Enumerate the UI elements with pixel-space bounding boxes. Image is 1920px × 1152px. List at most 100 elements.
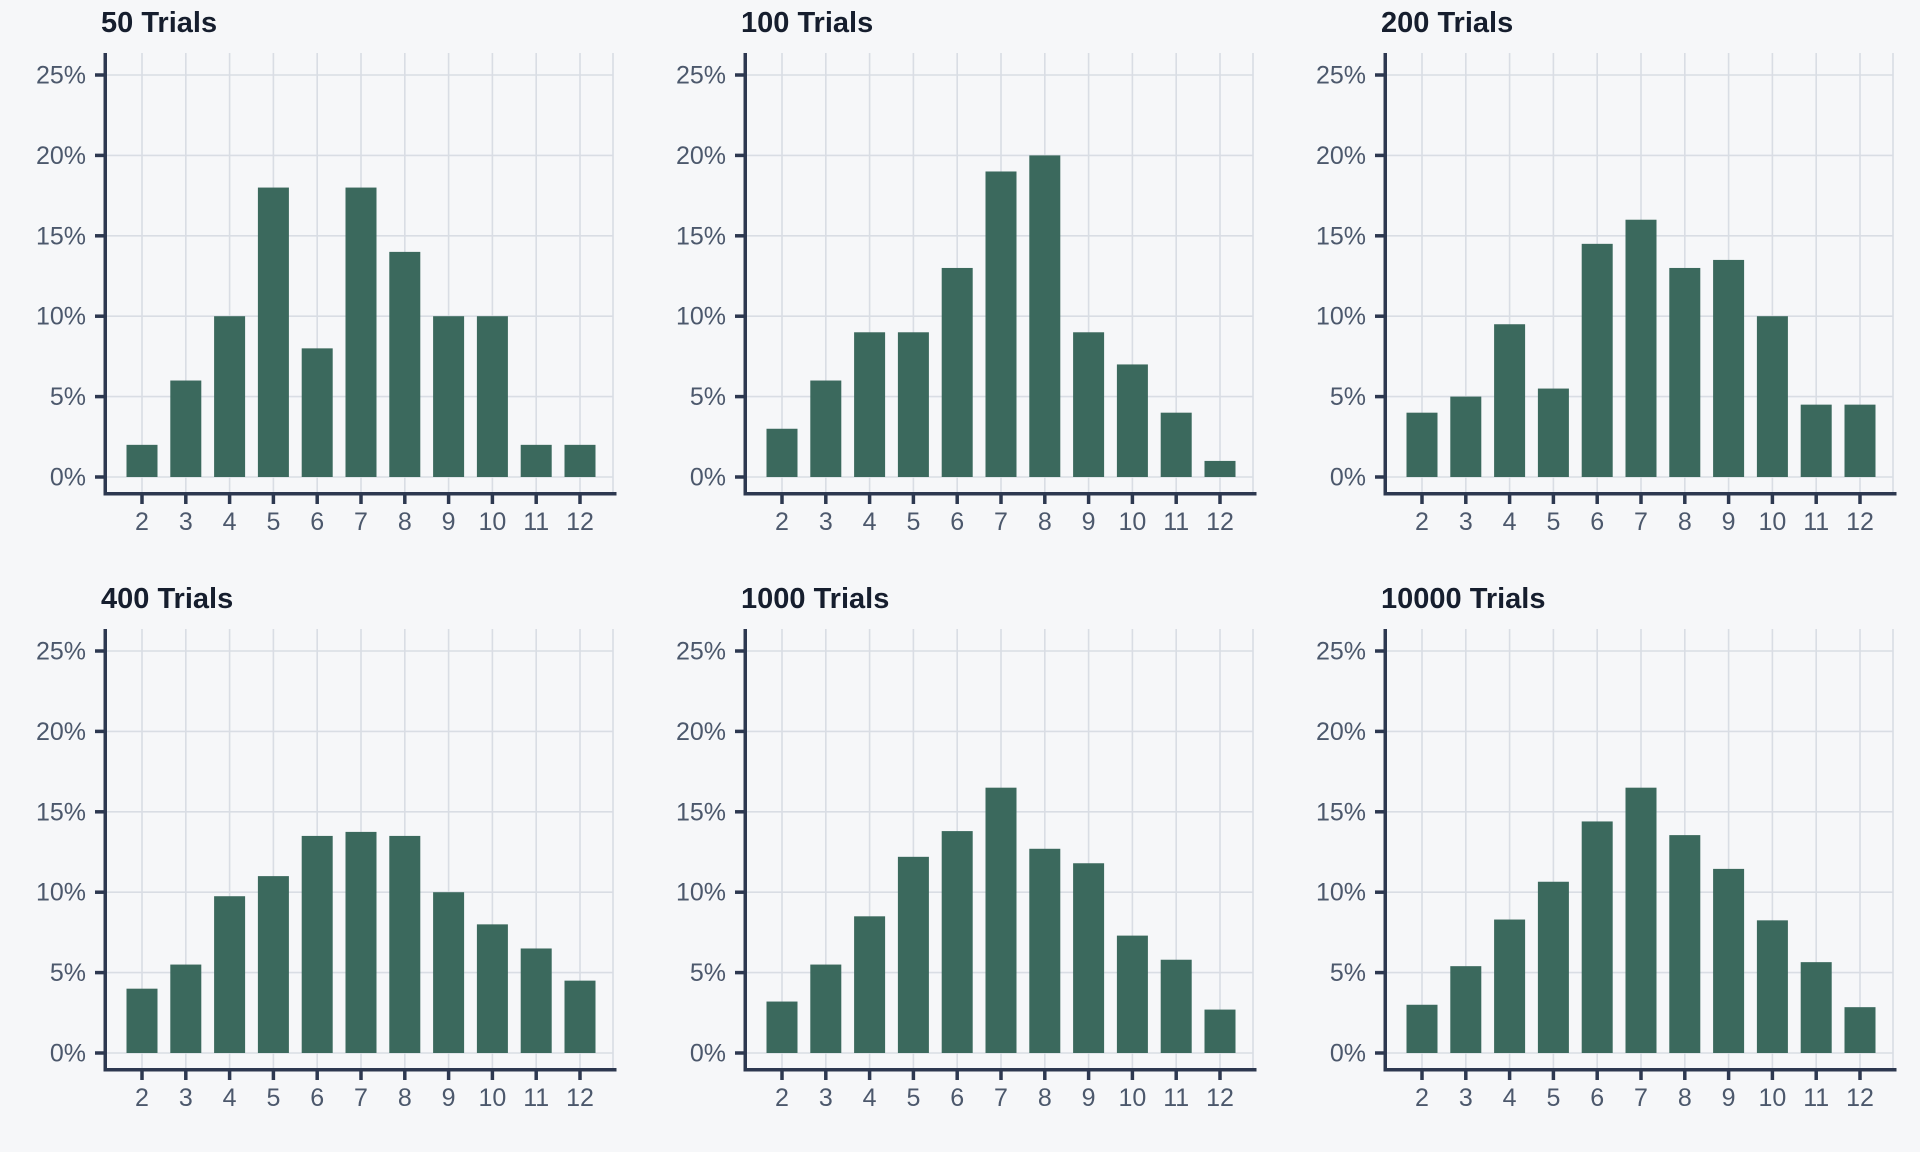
bar bbox=[766, 428, 798, 477]
x-tick-label: 7 bbox=[354, 508, 368, 536]
y-tick-label: 25% bbox=[1316, 638, 1366, 666]
y-tick-label: 0% bbox=[690, 1040, 726, 1068]
x-tick-label: 2 bbox=[135, 1084, 149, 1112]
x-tick-mark bbox=[534, 1071, 538, 1080]
y-tick-label: 25% bbox=[36, 638, 86, 666]
y-tick-mark bbox=[1375, 1051, 1384, 1055]
y-tick-label: 25% bbox=[1316, 62, 1366, 90]
y-tick-label: 5% bbox=[50, 383, 86, 411]
bar bbox=[766, 1001, 798, 1053]
x-tick-label: 2 bbox=[1415, 1084, 1429, 1112]
x-tick-label: 5 bbox=[266, 508, 280, 536]
bar bbox=[897, 332, 929, 477]
x-tick-mark bbox=[315, 1071, 319, 1080]
bar bbox=[1713, 259, 1745, 477]
bar bbox=[1204, 1009, 1236, 1053]
y-tick-mark bbox=[1375, 394, 1384, 399]
bar bbox=[941, 267, 973, 477]
x-axis bbox=[743, 492, 1257, 496]
y-tick-label: 20% bbox=[1316, 142, 1366, 170]
y-tick-label: 5% bbox=[1330, 959, 1366, 987]
y-tick-mark bbox=[95, 314, 104, 318]
y-tick-label: 0% bbox=[1330, 464, 1366, 492]
x-tick-mark bbox=[140, 1071, 144, 1080]
x-tick-mark bbox=[1595, 495, 1599, 504]
chart-title: 1000 Trials bbox=[741, 583, 889, 615]
x-tick-mark bbox=[1130, 495, 1135, 504]
x-tick-mark bbox=[780, 495, 784, 504]
x-tick-mark bbox=[1420, 1071, 1424, 1080]
y-axis bbox=[743, 629, 747, 1072]
bar bbox=[1713, 868, 1745, 1053]
bar bbox=[1160, 412, 1192, 477]
x-tick-label: 9 bbox=[442, 508, 456, 536]
y-tick-mark bbox=[735, 890, 744, 894]
x-tick-label: 11 bbox=[523, 1084, 549, 1112]
y-tick-label: 0% bbox=[690, 464, 726, 492]
y-tick-mark bbox=[1375, 234, 1384, 238]
x-tick-mark bbox=[1683, 495, 1687, 504]
x-tick-label: 7 bbox=[354, 1084, 368, 1112]
y-tick-mark bbox=[95, 394, 104, 399]
x-tick-mark bbox=[1726, 1071, 1731, 1080]
y-tick-mark bbox=[1375, 73, 1384, 77]
chart-panel: 0% 5% 10% 15% 20% 25% 2 3 4 5 6 7 8 9 10 11 12 400 Trials bbox=[0, 576, 640, 1152]
x-tick-label: 6 bbox=[1590, 1084, 1604, 1112]
bar bbox=[1116, 935, 1148, 1053]
x-tick-mark bbox=[1507, 495, 1512, 504]
x-tick-mark bbox=[1086, 1071, 1091, 1080]
x-tick-label: 9 bbox=[1722, 508, 1736, 536]
x-tick-mark bbox=[1858, 495, 1862, 504]
x-tick-mark bbox=[1551, 1071, 1556, 1080]
y-tick-label: 10% bbox=[1316, 303, 1366, 331]
y-tick-label: 10% bbox=[36, 879, 86, 907]
y-tick-mark bbox=[1375, 810, 1384, 814]
x-tick-mark bbox=[446, 495, 451, 504]
y-tick-label: 20% bbox=[36, 142, 86, 170]
x-tick-mark bbox=[1726, 495, 1731, 504]
y-tick-mark bbox=[1375, 153, 1384, 158]
x-tick-mark bbox=[1639, 1071, 1643, 1080]
y-tick-mark bbox=[1375, 314, 1384, 318]
bar bbox=[1494, 324, 1526, 477]
bar bbox=[1029, 155, 1061, 477]
x-tick-label: 11 bbox=[1163, 508, 1189, 536]
x-tick-mark bbox=[184, 495, 188, 504]
x-tick-label: 10 bbox=[1758, 508, 1786, 536]
x-axis bbox=[743, 1068, 1257, 1072]
chart-panel: 0% 5% 10% 15% 20% 25% 2 3 4 5 6 7 8 9 10 11 12 100 Trials bbox=[640, 0, 1280, 576]
x-tick-label: 3 bbox=[819, 508, 833, 536]
y-tick-label: 25% bbox=[676, 638, 726, 666]
bar bbox=[1494, 919, 1526, 1053]
y-tick-label: 5% bbox=[690, 959, 726, 987]
chart-title: 100 Trials bbox=[741, 7, 873, 39]
x-tick-label: 10 bbox=[1758, 1084, 1786, 1112]
x-tick-label: 2 bbox=[775, 508, 789, 536]
y-tick-label: 0% bbox=[1330, 1040, 1366, 1068]
x-tick-mark bbox=[359, 1071, 363, 1080]
bar bbox=[1406, 412, 1438, 477]
x-tick-label: 3 bbox=[819, 1084, 833, 1112]
x-tick-label: 6 bbox=[310, 508, 324, 536]
bar bbox=[810, 380, 842, 477]
x-tick-mark bbox=[867, 495, 872, 504]
bar-chart: 0% 5% 10% 15% 20% 25% 2 3 4 5 6 7 8 9 10 11 12 100 Trials bbox=[676, 7, 1257, 536]
y-tick-mark bbox=[95, 153, 104, 158]
x-tick-mark bbox=[1770, 495, 1775, 504]
y-tick-mark bbox=[95, 729, 104, 734]
x-tick-label: 5 bbox=[1546, 508, 1560, 536]
y-tick-label: 20% bbox=[676, 142, 726, 170]
x-tick-mark bbox=[1218, 495, 1222, 504]
y-tick-mark bbox=[95, 234, 104, 238]
x-tick-mark bbox=[1639, 495, 1643, 504]
y-tick-mark bbox=[1375, 890, 1384, 894]
x-tick-label: 8 bbox=[398, 508, 412, 536]
y-tick-mark bbox=[95, 1051, 104, 1055]
y-axis bbox=[103, 53, 107, 496]
x-tick-label: 11 bbox=[1803, 508, 1829, 536]
bar bbox=[854, 332, 886, 477]
x-tick-label: 11 bbox=[1803, 1084, 1829, 1112]
x-tick-mark bbox=[1464, 1071, 1468, 1080]
bar bbox=[1669, 835, 1701, 1053]
x-tick-mark bbox=[911, 495, 916, 504]
